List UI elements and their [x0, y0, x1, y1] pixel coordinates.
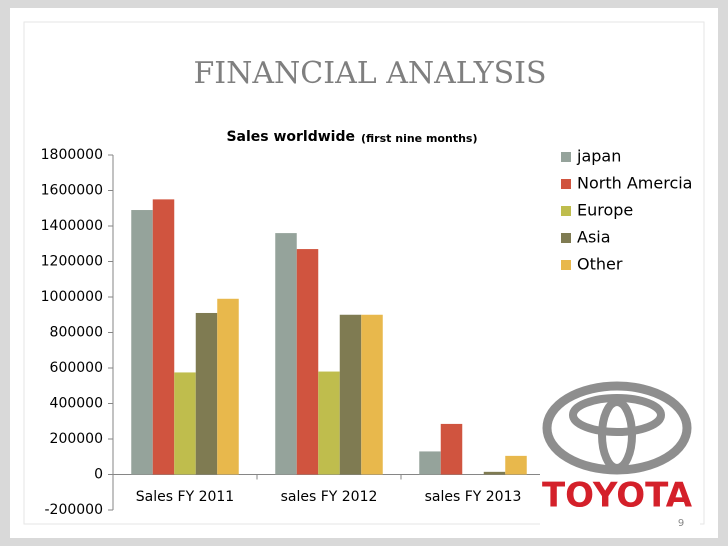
bar	[483, 471, 506, 475]
logo: TOYOTA	[540, 380, 700, 526]
legend-label: Europe	[577, 201, 633, 220]
y-tick-label: 1800000	[41, 147, 103, 163]
legend-label: North Amercia	[577, 174, 692, 193]
bar	[275, 233, 297, 475]
bar	[195, 312, 218, 475]
x-tick-label: Sales FY 2011	[136, 489, 234, 505]
y-tick-label: 200000	[50, 431, 103, 447]
y-tick-label: -200000	[45, 502, 104, 518]
y-tick-label: 1400000	[41, 218, 103, 234]
y-tick-label: 400000	[50, 396, 103, 412]
legend-label: japan	[576, 147, 621, 166]
y-tick-label: 800000	[50, 325, 103, 341]
y-tick-label: 1000000	[41, 289, 103, 305]
logo-text: TOYOTA	[542, 476, 693, 516]
bar	[152, 199, 175, 475]
legend-swatch	[561, 260, 571, 270]
legend-label: Asia	[577, 228, 611, 247]
bar	[296, 249, 319, 475]
bar	[174, 372, 196, 475]
slide-title: FINANCIAL ANALYSIS	[193, 56, 546, 91]
x-tick-label: sales FY 2012	[281, 489, 378, 505]
bar	[361, 314, 383, 475]
bar	[318, 371, 340, 475]
y-tick-label: 1600000	[41, 183, 103, 199]
chart-title: Sales worldwide	[226, 129, 355, 145]
y-tick-label: 0	[94, 467, 103, 483]
y-tick-label: 1200000	[41, 254, 103, 270]
page-number: 9	[678, 518, 684, 529]
bar	[505, 455, 527, 475]
y-tick-label: 600000	[50, 360, 103, 376]
bar	[131, 210, 153, 475]
legend-swatch	[561, 233, 571, 243]
legend-swatch	[561, 179, 571, 189]
legend-label: Other	[577, 255, 623, 274]
bar	[440, 423, 463, 475]
legend-swatch	[561, 152, 571, 162]
bar	[419, 451, 441, 475]
bar	[217, 298, 239, 475]
legend-swatch	[561, 206, 571, 216]
bar	[339, 314, 362, 475]
logo-ring	[598, 398, 636, 472]
x-tick-label: sales FY 2013	[425, 489, 522, 505]
slide-frame	[23, 21, 705, 525]
chart-subtitle: (first nine months)	[361, 132, 477, 145]
